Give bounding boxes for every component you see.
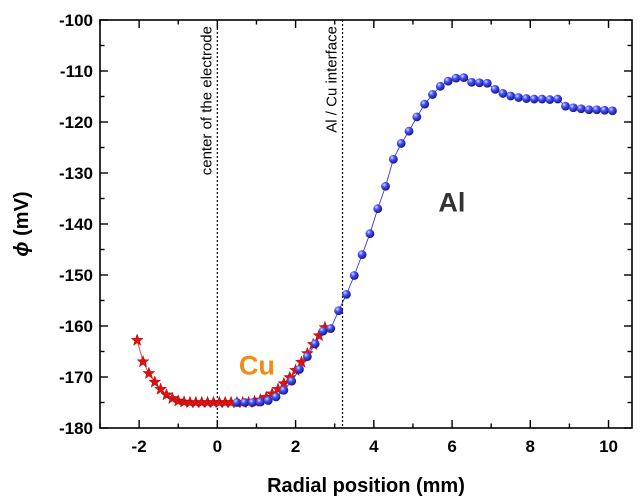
sphere-point <box>475 78 484 88</box>
sphere-point <box>381 181 390 191</box>
star-point <box>171 394 185 407</box>
sphere-point <box>576 104 586 114</box>
sphere-point <box>271 392 281 402</box>
sphere-point <box>404 126 414 136</box>
star-point <box>160 388 173 401</box>
y-tick-label: -120 <box>59 113 93 132</box>
sphere-point <box>263 396 273 405</box>
sphere-point <box>600 105 610 115</box>
sphere-point <box>318 326 328 336</box>
y-axis-title: ϕ (mV) <box>11 191 33 256</box>
sphere-point <box>365 229 375 239</box>
sphere-point <box>553 94 563 104</box>
y-axis-unit: (mV) <box>11 191 33 241</box>
sphere-point <box>412 112 422 122</box>
sphere-point <box>459 73 469 83</box>
sphere-point <box>232 398 242 407</box>
sphere-point <box>584 105 594 115</box>
sphere-point <box>279 385 289 395</box>
x-tick-label: 6 <box>447 437 456 456</box>
x-tick-label: 8 <box>526 437 535 456</box>
region-label: Cu <box>239 350 275 380</box>
annotation-labels: center of the electrode Al / Cu interface <box>198 26 340 175</box>
axis-ticks <box>99 19 632 429</box>
sphere-point <box>435 81 445 91</box>
annotation-label: Al / Cu interface <box>324 26 341 133</box>
sphere-point <box>451 73 461 83</box>
sphere-point <box>568 103 578 113</box>
star-point <box>136 354 150 368</box>
sphere-point <box>490 84 500 94</box>
sphere-point <box>334 306 344 316</box>
x-tick-label: 0 <box>213 437 222 456</box>
sphere-point <box>482 78 492 88</box>
sphere-point <box>373 204 383 214</box>
sphere-point <box>592 105 602 115</box>
sphere-point <box>326 324 336 333</box>
x-axis-title: Radial position (mm) <box>267 475 465 497</box>
sphere-point <box>514 93 523 102</box>
x-tick-label: 10 <box>599 437 618 456</box>
sphere-point <box>240 398 250 407</box>
star-point <box>142 366 156 379</box>
sphere-point <box>428 90 437 99</box>
y-tick-label: -150 <box>59 266 93 285</box>
tick-labels: -2 0 2 4 6 8 10 -180 -170 -160 -150 -140 -130 -120 -11… <box>59 11 618 456</box>
star-point <box>148 375 162 388</box>
sphere-point <box>467 77 477 87</box>
star-point <box>154 382 168 395</box>
y-axis-symbol: ϕ <box>11 241 33 256</box>
sphere-point <box>248 398 257 407</box>
region-labels: Cu Al <box>239 187 466 380</box>
sphere-point <box>443 76 453 86</box>
series-line <box>236 77 613 403</box>
sphere-point <box>537 94 547 104</box>
sphere-point <box>545 95 555 104</box>
sphere-point <box>521 94 531 103</box>
region-label: Al <box>438 187 465 217</box>
sphere-point <box>561 101 570 111</box>
y-tick-label: -160 <box>59 317 93 336</box>
sphere-point <box>357 250 367 259</box>
y-tick-label: -130 <box>59 164 93 183</box>
x-tick-label: 2 <box>291 437 300 456</box>
y-tick-label: -100 <box>59 11 93 30</box>
sphere-point <box>396 139 406 148</box>
y-tick-label: -110 <box>60 62 93 81</box>
annotation-lines <box>216 20 344 428</box>
sphere-point <box>255 397 265 407</box>
sphere-point <box>349 271 359 280</box>
star-point <box>165 391 179 404</box>
sphere-point <box>529 94 539 104</box>
y-tick-label: -180 <box>59 419 93 438</box>
y-tick-label: -140 <box>59 215 93 234</box>
sphere-point <box>420 99 430 109</box>
x-tick-label: 4 <box>369 437 379 456</box>
sphere-point <box>302 352 312 361</box>
annotation-label: center of the electrode <box>198 26 215 175</box>
plot-border <box>99 19 633 429</box>
star-point <box>130 333 144 346</box>
series-markers <box>130 73 617 408</box>
sphere-point <box>506 91 516 101</box>
sphere-point <box>295 364 304 374</box>
sphere-point <box>388 154 398 164</box>
y-tick-label: -170 <box>59 368 93 387</box>
sphere-point <box>310 339 320 349</box>
sphere-point <box>608 106 617 116</box>
sphere-point <box>342 289 351 299</box>
sphere-point <box>287 376 297 386</box>
plot-frame <box>99 19 633 429</box>
sphere-point <box>498 89 508 98</box>
x-tick-label: -2 <box>132 437 147 456</box>
